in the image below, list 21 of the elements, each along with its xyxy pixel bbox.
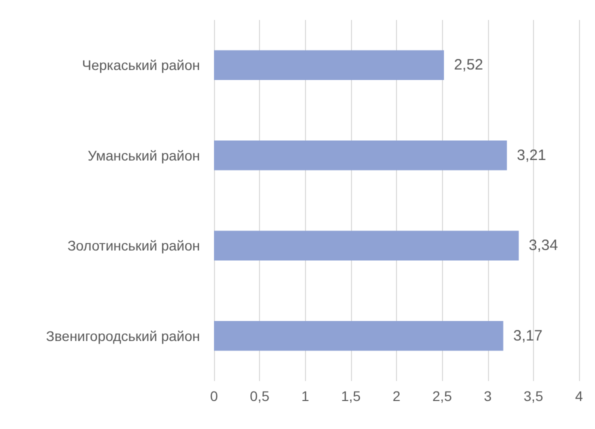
x-tick-label: 3,5: [524, 388, 544, 404]
data-label: 2,52: [454, 56, 484, 74]
bar: [214, 230, 519, 261]
bar: [214, 140, 507, 170]
y-tick-label: Звенигородський район: [46, 328, 200, 344]
y-tick-label: Черкаський район: [82, 57, 200, 74]
bar: [214, 320, 504, 351]
x-tick-label: 0,5: [250, 388, 270, 404]
x-tick-label: 3: [484, 388, 492, 404]
x-tick-label: 1,5: [341, 388, 361, 404]
x-tick-label: 1: [301, 388, 310, 404]
x-tick-label: 0: [210, 388, 218, 404]
bar: [214, 50, 444, 80]
data-label: 3,17: [513, 327, 542, 344]
x-tick-label: 4: [575, 388, 584, 404]
x-tick-label: 2,5: [432, 388, 452, 404]
y-tick-label: Золотинський район: [67, 238, 200, 254]
x-tick-label: 2: [392, 388, 401, 404]
data-label: 3,34: [528, 237, 558, 254]
y-tick-label: Уманський район: [88, 147, 200, 164]
data-label: 3,21: [516, 146, 546, 164]
